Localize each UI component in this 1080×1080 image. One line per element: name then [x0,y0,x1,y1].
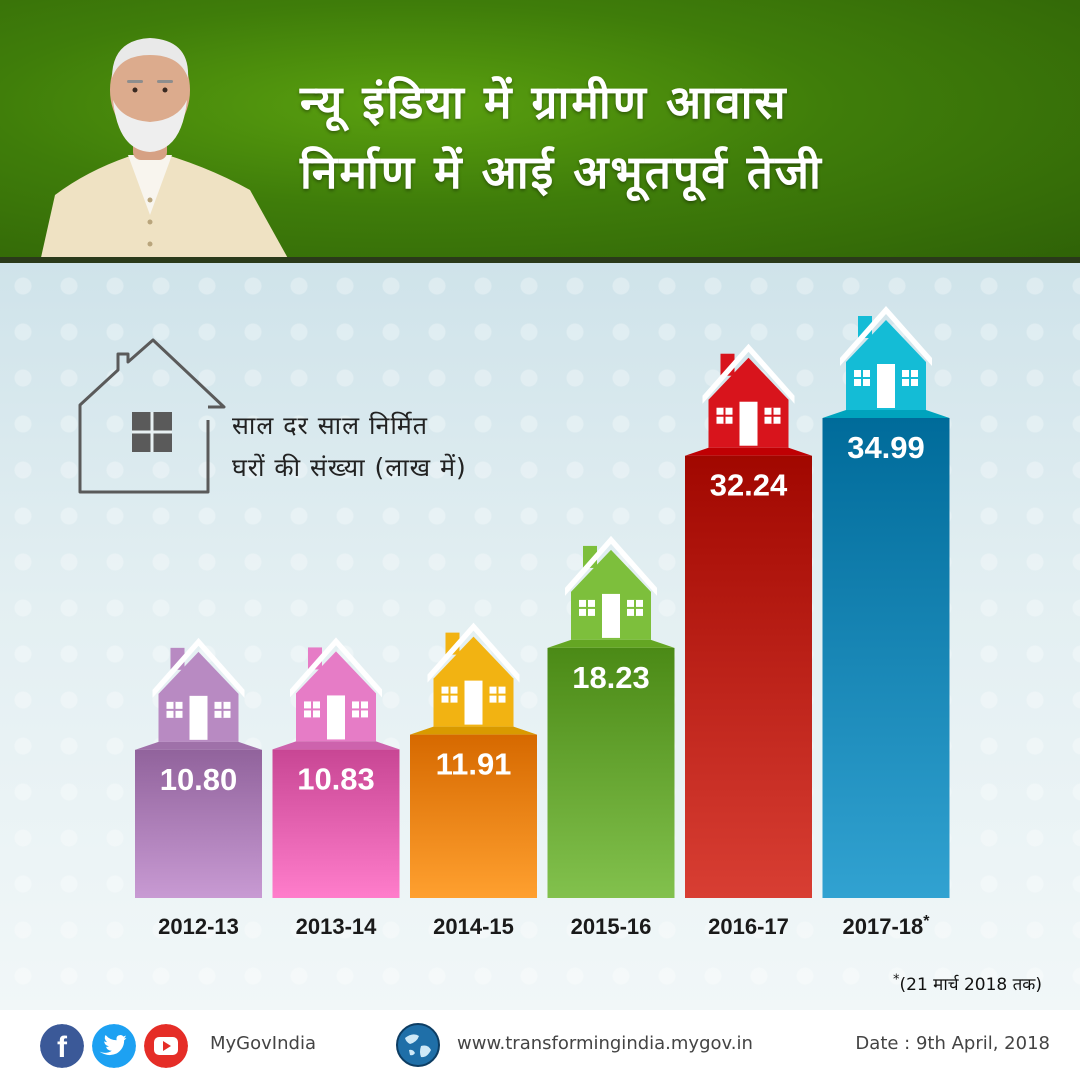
bar-value-label: 34.99 [847,430,925,465]
bar-house-icon [685,343,812,456]
bar-house-icon [135,637,262,750]
svg-text:f: f [57,1031,68,1064]
header-banner: न्यू इंडिया में ग्रामीण आवास निर्माण में… [0,0,1080,262]
bars-layer: 10.80 2012-13 10.83 2013-14 11.91 2014-15 18.2… [135,306,950,939]
category-label: 2017-18* [843,913,931,939]
portrait-illustration [40,38,290,262]
page-title-line-2: निर्माण में आई अभूतपूर्व तेजी [300,145,823,199]
bar-2013-14 [272,749,400,898]
facebook-icon[interactable]: f [40,1024,84,1068]
bar-house-icon [822,306,950,418]
bar-value-label: 18.23 [572,660,650,695]
category-label: 2012-13 [158,914,239,939]
twitter-icon[interactable] [92,1024,136,1068]
bar-chart: 10.80 2012-13 10.83 2013-14 11.91 2014-15 18.2… [78,306,950,939]
category-label: 2014-15 [433,914,514,939]
website-link[interactable]: www.transformingindia.mygov.in [457,1033,753,1054]
footnote-star: * [893,972,900,988]
footnote: *(21 मार्च 2018 तक) [893,972,1042,995]
bar-house-icon [272,637,400,750]
bar-value-label: 10.80 [160,762,238,797]
caption-line-2: घरों की संख्या (लाख में) [232,453,467,482]
social-handle[interactable]: MyGovIndia [210,1033,316,1054]
bar-value-label: 11.91 [436,747,512,782]
globe-icon [396,1023,440,1067]
bar-2015-16 [547,647,675,898]
house-outline-icon [78,338,226,494]
bar-2017-18* [822,418,950,898]
category-label: 2013-14 [296,914,378,939]
youtube-icon[interactable] [144,1024,188,1068]
bar-value-label: 32.24 [710,468,788,503]
bar-house-icon [547,535,675,648]
bar-value-label: 10.83 [297,761,375,796]
page-title-line-1: न्यू इंडिया में ग्रामीण आवास [300,75,788,129]
category-label: 2015-16 [571,914,652,939]
caption-line-1: साल दर साल निर्मित [232,411,429,440]
header-divider [0,257,1080,263]
date-label: Date : 9th April, 2018 [855,1033,1050,1054]
category-label: 2016-17 [708,914,789,939]
bar-2016-17 [685,455,812,898]
bar-2014-15 [410,734,537,898]
bar-house-icon [410,622,537,735]
bar-2012-13 [135,749,262,898]
footnote-text: (21 मार्च 2018 तक) [899,975,1042,995]
